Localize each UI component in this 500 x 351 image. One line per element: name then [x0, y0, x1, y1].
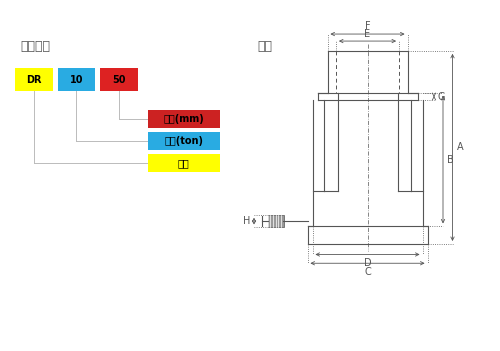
Bar [100, 68, 138, 91]
Text: DR: DR [26, 75, 42, 85]
Bar [148, 154, 220, 172]
Text: E: E [364, 29, 370, 39]
Text: C: C [364, 267, 371, 277]
Bar [58, 68, 95, 91]
Text: G: G [438, 92, 446, 101]
Text: H: H [242, 216, 250, 226]
Text: A: A [456, 143, 463, 152]
Text: 行程(mm): 行程(mm) [164, 114, 204, 124]
Text: 10: 10 [70, 75, 83, 85]
Text: B: B [447, 155, 454, 165]
Bar [148, 132, 220, 150]
Bar [15, 68, 52, 91]
Text: 载荷(ton): 载荷(ton) [164, 136, 203, 146]
Text: F: F [364, 21, 370, 31]
Text: 型号: 型号 [178, 158, 190, 168]
Bar [268, 215, 283, 227]
Bar [148, 110, 220, 128]
Text: D: D [364, 258, 372, 268]
Text: 50: 50 [112, 75, 126, 85]
Text: 型号说明: 型号说明 [20, 40, 50, 53]
Text: 尺寸: 尺寸 [258, 40, 272, 53]
